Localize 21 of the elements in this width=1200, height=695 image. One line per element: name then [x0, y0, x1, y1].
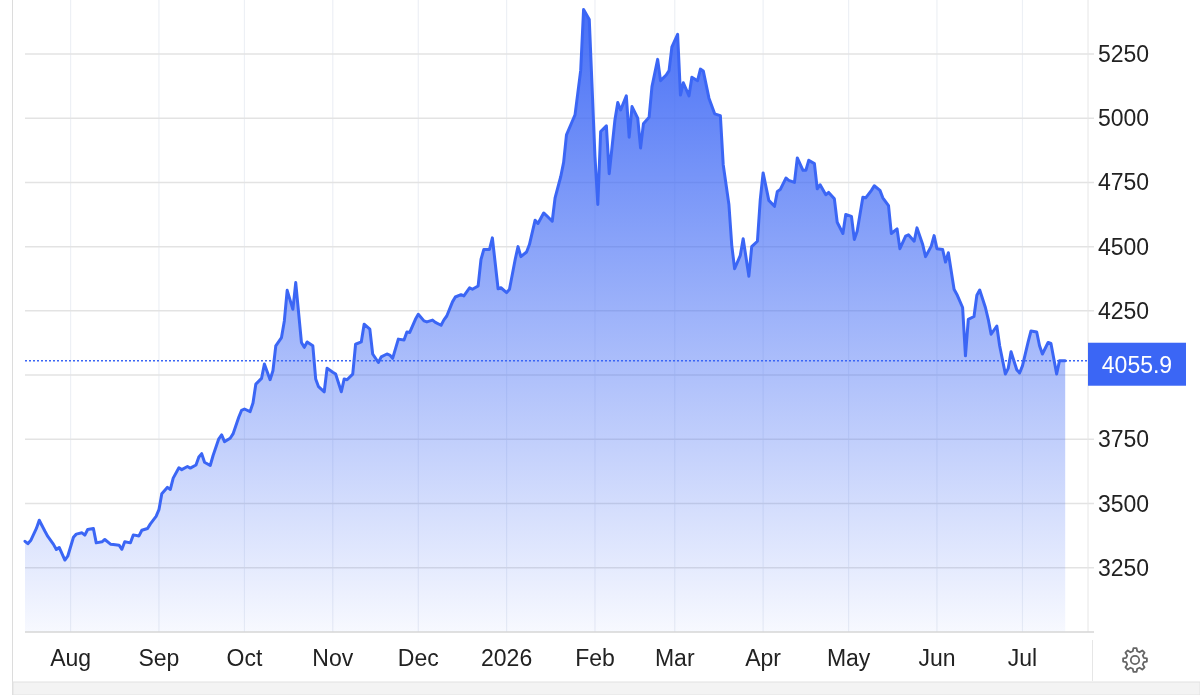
y-tick-label: 3500 [1098, 490, 1150, 517]
x-tick-label: 2026 [481, 645, 533, 671]
x-tick-label: Feb [575, 645, 615, 671]
x-tick-label: Jul [1007, 645, 1038, 671]
y-tick-label: 3250 [1098, 554, 1150, 581]
ref-line-label: 4055.9 [1101, 351, 1173, 378]
x-tick-label: Apr [745, 645, 782, 671]
x-tick-label: Sep [138, 645, 180, 671]
x-tick-label: Mar [654, 645, 695, 671]
y-tick-label: 4500 [1098, 233, 1150, 260]
y-tick-label: 5250 [1098, 40, 1150, 67]
x-tick-label: May [826, 645, 871, 671]
y-tick-label: 5000 [1098, 105, 1150, 132]
x-tick-label: Aug [50, 645, 92, 671]
y-tick-label: 4750 [1098, 169, 1150, 196]
x-tick-label: Nov [312, 645, 354, 671]
x-tick-label: Jun [918, 645, 956, 671]
y-tick-label: 3750 [1098, 426, 1150, 453]
y-tick-label: 4250 [1098, 297, 1150, 324]
x-tick-label: Oct [226, 645, 263, 671]
x-tick-label: Dec [397, 645, 439, 671]
